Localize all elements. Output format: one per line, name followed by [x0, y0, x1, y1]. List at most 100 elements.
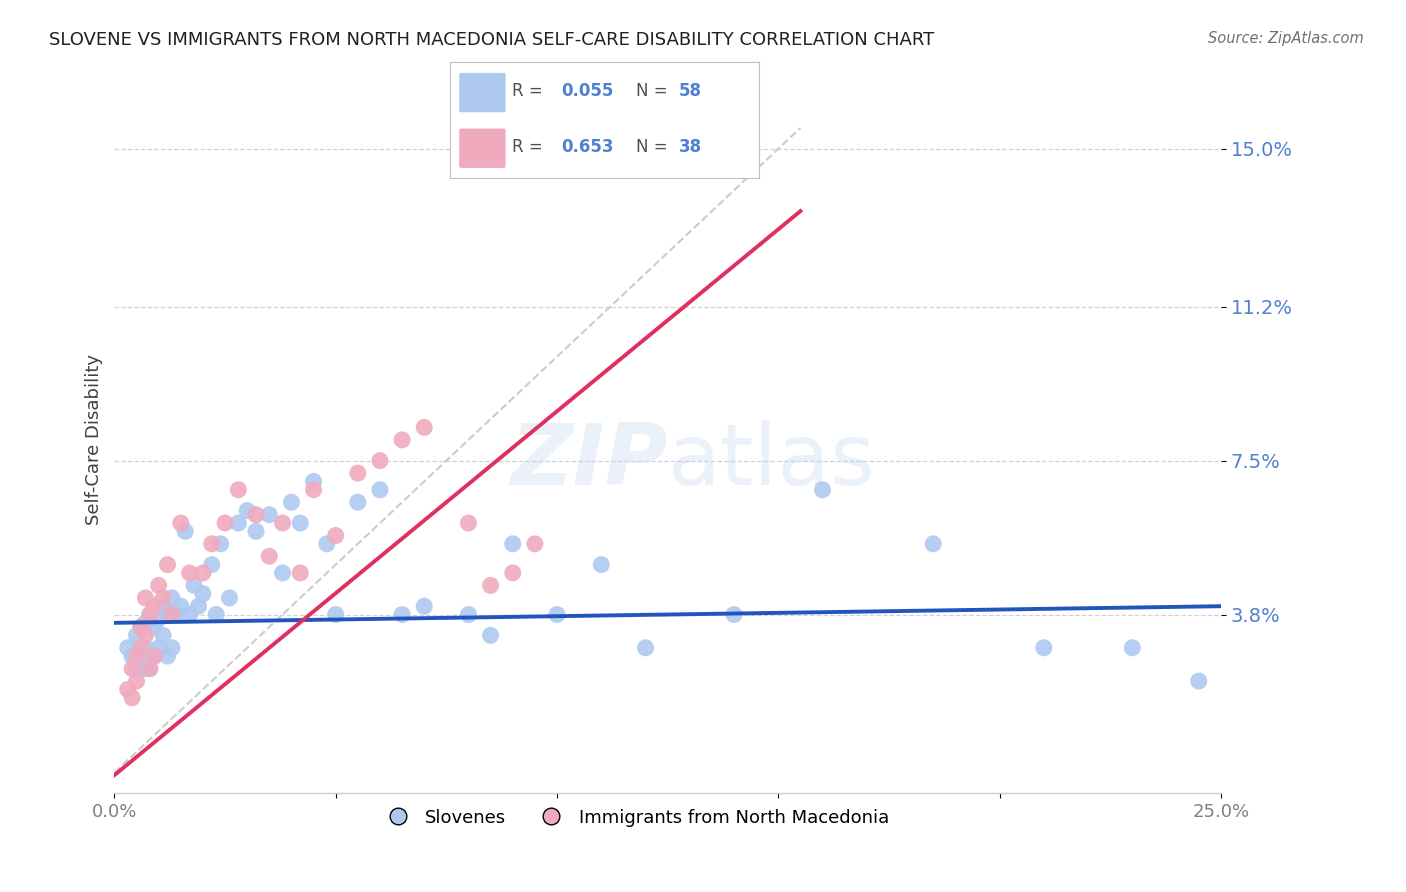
Point: [134, 591, 156, 605]
Point: [479, 578, 502, 592]
Point: [347, 495, 370, 509]
Text: 0.055: 0.055: [561, 82, 613, 101]
Point: [546, 607, 568, 622]
Point: [259, 508, 281, 522]
Point: [179, 566, 201, 580]
Point: [315, 537, 337, 551]
Text: N =: N =: [636, 138, 672, 156]
Point: [218, 591, 240, 605]
Point: [245, 508, 267, 522]
Point: [502, 537, 524, 551]
Point: [143, 599, 166, 614]
Point: [368, 483, 391, 497]
Point: [236, 503, 259, 517]
Point: [125, 649, 148, 664]
Point: [139, 607, 162, 622]
Point: [121, 690, 143, 705]
Point: [302, 475, 325, 489]
Point: [125, 674, 148, 689]
Point: [325, 528, 347, 542]
Point: [1121, 640, 1143, 655]
Text: R =: R =: [512, 82, 548, 101]
Point: [129, 620, 152, 634]
Point: [191, 566, 214, 580]
Point: [201, 558, 224, 572]
Point: [183, 578, 205, 592]
Point: [245, 524, 267, 539]
Point: [134, 615, 156, 630]
Text: Source: ZipAtlas.com: Source: ZipAtlas.com: [1208, 31, 1364, 46]
Point: [165, 607, 187, 622]
Point: [160, 591, 183, 605]
Point: [201, 537, 224, 551]
Point: [1188, 674, 1211, 689]
Point: [148, 640, 170, 655]
Text: atlas: atlas: [668, 419, 876, 502]
Point: [134, 640, 156, 655]
Point: [187, 599, 209, 614]
Point: [148, 578, 170, 592]
Point: [391, 607, 413, 622]
Point: [191, 587, 214, 601]
Point: [1032, 640, 1054, 655]
Point: [156, 607, 179, 622]
Point: [811, 483, 834, 497]
Point: [413, 420, 436, 434]
Point: [160, 607, 183, 622]
Point: [148, 612, 170, 626]
Point: [125, 662, 148, 676]
Point: [170, 516, 193, 530]
Point: [325, 607, 347, 622]
Point: [479, 628, 502, 642]
Point: [634, 640, 657, 655]
Point: [922, 537, 945, 551]
Point: [280, 495, 302, 509]
Text: R =: R =: [512, 138, 548, 156]
Point: [290, 566, 312, 580]
Point: [591, 558, 613, 572]
Text: 0.653: 0.653: [561, 138, 614, 156]
Point: [228, 483, 250, 497]
Point: [502, 566, 524, 580]
Point: [125, 628, 148, 642]
Point: [143, 649, 166, 664]
Point: [302, 483, 325, 497]
Legend: Slovenes, Immigrants from North Macedonia: Slovenes, Immigrants from North Macedoni…: [373, 801, 896, 834]
Point: [134, 628, 156, 642]
Point: [156, 558, 179, 572]
Text: 58: 58: [679, 82, 702, 101]
Point: [170, 599, 193, 614]
Point: [117, 640, 139, 655]
Point: [523, 537, 546, 551]
Point: [139, 662, 162, 676]
Text: SLOVENE VS IMMIGRANTS FROM NORTH MACEDONIA SELF-CARE DISABILITY CORRELATION CHAR: SLOVENE VS IMMIGRANTS FROM NORTH MACEDON…: [49, 31, 935, 49]
Point: [228, 516, 250, 530]
Point: [205, 607, 228, 622]
Point: [179, 607, 201, 622]
Point: [129, 649, 152, 664]
Point: [271, 516, 294, 530]
Point: [152, 628, 174, 642]
FancyBboxPatch shape: [460, 73, 506, 112]
Point: [457, 516, 479, 530]
Point: [129, 640, 152, 655]
Y-axis label: Self-Care Disability: Self-Care Disability: [86, 354, 103, 525]
Point: [457, 607, 479, 622]
FancyBboxPatch shape: [460, 128, 506, 168]
Point: [139, 662, 162, 676]
Point: [347, 466, 370, 480]
Point: [117, 682, 139, 697]
Point: [121, 662, 143, 676]
Point: [121, 649, 143, 664]
Point: [209, 537, 232, 551]
Text: 38: 38: [679, 138, 702, 156]
Point: [174, 524, 197, 539]
Point: [134, 662, 156, 676]
Point: [143, 649, 166, 664]
Point: [143, 620, 166, 634]
Point: [271, 566, 294, 580]
Point: [391, 433, 413, 447]
Point: [290, 516, 312, 530]
Point: [156, 649, 179, 664]
Point: [214, 516, 236, 530]
